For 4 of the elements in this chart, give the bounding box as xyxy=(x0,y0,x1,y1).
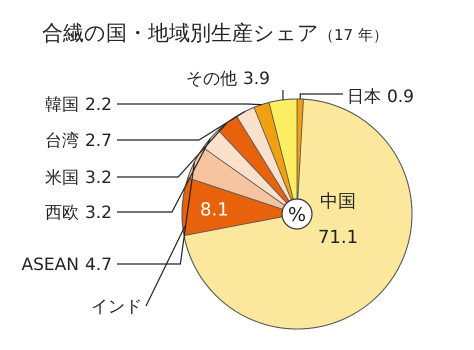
data-label: 8.1 xyxy=(200,200,229,221)
slice-label: インド xyxy=(91,297,142,317)
chart-subtitle: （17 年） xyxy=(319,26,388,44)
text: % xyxy=(288,204,306,226)
